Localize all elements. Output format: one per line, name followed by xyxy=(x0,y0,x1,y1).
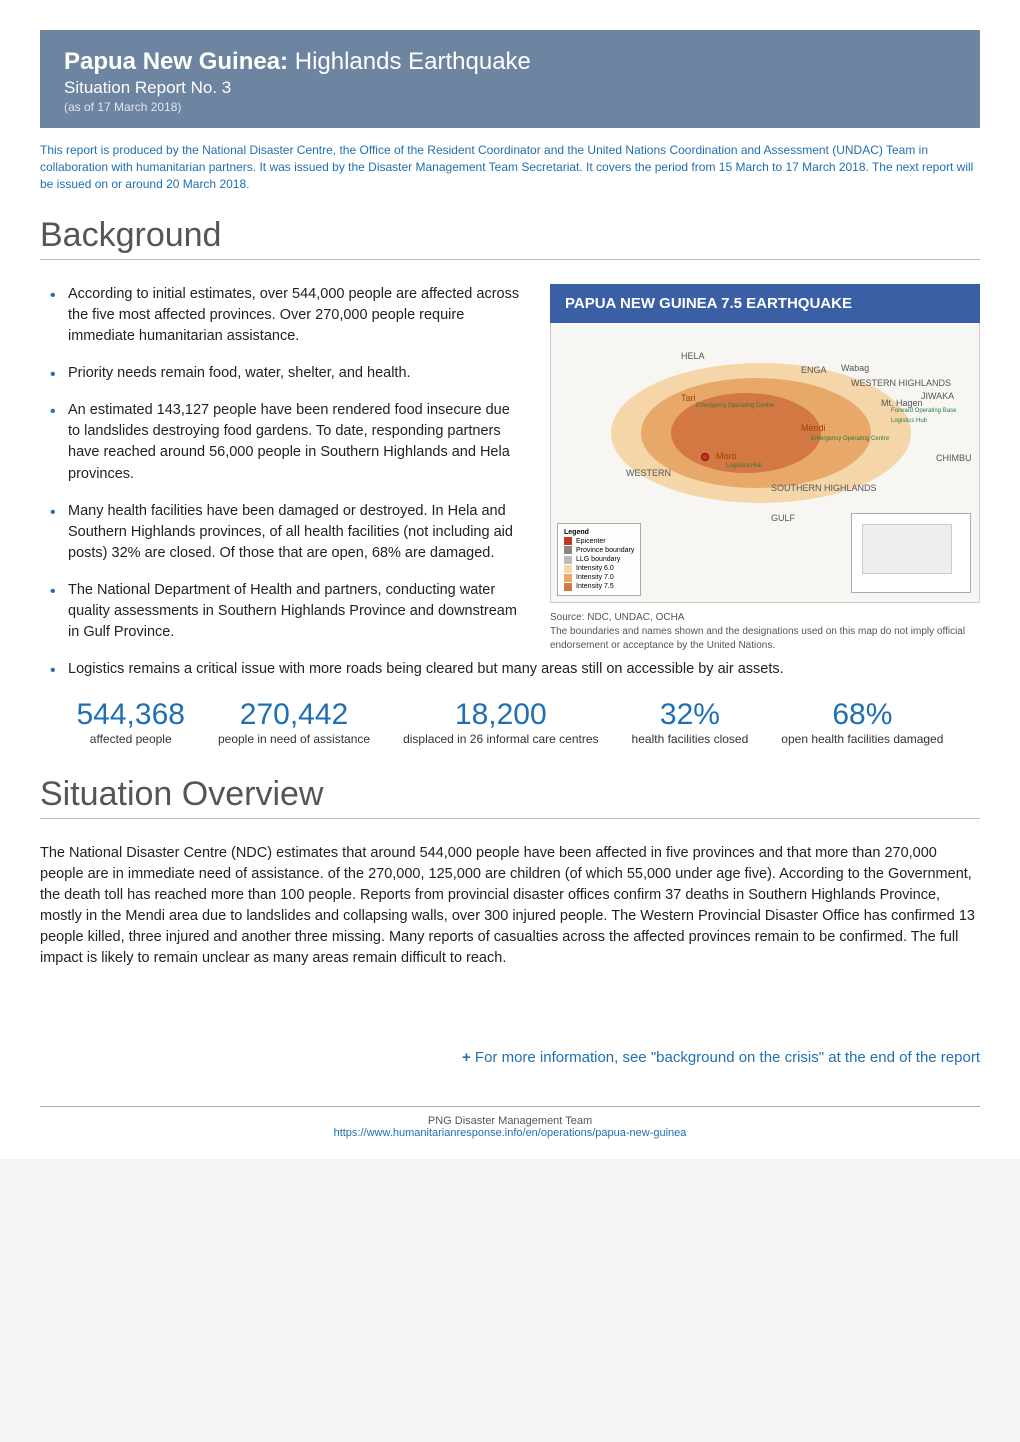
title-bold: Papua New Guinea: xyxy=(64,48,288,75)
map-label-hela: HELA xyxy=(681,351,705,361)
legend-item: Intensity 7.5 xyxy=(564,582,634,591)
report-date: (as of 17 March 2018) xyxy=(64,100,956,114)
legend-item: Intensity 6.0 xyxy=(564,564,634,573)
stat-block: 32% health facilities closed xyxy=(622,698,759,748)
stat-label: people in need of assistance xyxy=(218,732,370,748)
overview-paragraph: The National Disaster Centre (NDC) estim… xyxy=(40,843,980,969)
map-legend-title: Legend xyxy=(564,528,634,537)
stat-label: open health facilities damaged xyxy=(781,732,943,748)
map-label-tari: Tari xyxy=(681,393,696,403)
footer-org: PNG Disaster Management Team xyxy=(40,1115,980,1127)
map-label-emergency-op: Emergency Operating Centre xyxy=(696,403,774,409)
report-subtitle: Situation Report No. 3 xyxy=(64,78,956,98)
background-row: According to initial estimates, over 544… xyxy=(40,284,980,658)
stat-block: 544,368 affected people xyxy=(67,698,195,748)
report-title: Papua New Guinea: Highlands Earthquake xyxy=(64,48,956,76)
credit-text: This report is produced by the National … xyxy=(40,142,980,192)
map-label-western: WESTERN xyxy=(626,468,671,478)
list-item: According to initial estimates, over 544… xyxy=(40,284,522,347)
legend-swatch xyxy=(564,546,572,554)
map-label-southern-highlands: SOUTHERN HIGHLANDS xyxy=(771,483,877,493)
legend-swatch xyxy=(564,583,572,591)
section-heading-overview: Situation Overview xyxy=(40,775,980,819)
map-source: Source: NDC, UNDAC, OCHA xyxy=(550,612,684,623)
list-item: Logistics remains a critical issue with … xyxy=(40,659,980,680)
map-legend: Legend Epicenter Province boundary LLG b… xyxy=(557,523,641,597)
legend-label: Province boundary xyxy=(576,546,634,555)
legend-swatch xyxy=(564,565,572,573)
map-label-moro: Moro xyxy=(716,451,737,461)
more-info-text: For more information, see "background on… xyxy=(471,1049,980,1066)
map-disclaimer: The boundaries and names shown and the d… xyxy=(550,626,965,651)
stat-label: health facilities closed xyxy=(632,732,749,748)
background-right-col: PAPUA NEW GUINEA 7.5 EARTHQUAKE HELA ENG… xyxy=(550,284,980,658)
stat-number: 32% xyxy=(632,698,749,732)
legend-swatch xyxy=(564,537,572,545)
list-item: Priority needs remain food, water, shelt… xyxy=(40,363,522,384)
legend-swatch xyxy=(564,556,572,564)
map-inset-shape xyxy=(862,524,952,574)
legend-label: LLG boundary xyxy=(576,555,620,564)
stat-number: 18,200 xyxy=(403,698,598,732)
map-label-enga: ENGA xyxy=(801,365,827,375)
legend-label: Intensity 7.5 xyxy=(576,582,614,591)
map-label-mendi: Mendi xyxy=(801,423,826,433)
map-label-western-highlands: WESTERN HIGHLANDS xyxy=(851,378,951,388)
title-rest: Highlands Earthquake xyxy=(288,48,531,75)
map-caption: Source: NDC, UNDAC, OCHA The boundaries … xyxy=(550,611,980,653)
list-item: The National Department of Health and pa… xyxy=(40,580,522,643)
legend-label: Epicenter xyxy=(576,537,606,546)
legend-item: Intensity 7.0 xyxy=(564,573,634,582)
more-info-link[interactable]: + For more information, see "background … xyxy=(40,1049,980,1066)
page-footer: PNG Disaster Management Team https://www… xyxy=(40,1106,980,1139)
legend-item: LLG boundary xyxy=(564,555,634,564)
map-label-logistics-hub: Logistics Hub xyxy=(726,463,762,469)
map-label-forward-op: Forward Operating Base xyxy=(891,408,956,414)
stat-label: affected people xyxy=(77,732,185,748)
legend-label: Intensity 7.0 xyxy=(576,573,614,582)
header-banner: Papua New Guinea: Highlands Earthquake S… xyxy=(40,30,980,128)
legend-item: Epicenter xyxy=(564,537,634,546)
map-label-chimbu: CHIMBU xyxy=(936,453,972,463)
legend-swatch xyxy=(564,574,572,582)
section-heading-background: Background xyxy=(40,216,980,260)
map-inset xyxy=(851,513,971,593)
page: Papua New Guinea: Highlands Earthquake S… xyxy=(0,0,1020,1159)
background-left-col: According to initial estimates, over 544… xyxy=(40,284,522,658)
stat-block: 270,442 people in need of assistance xyxy=(208,698,380,748)
map-label-logistics-hub-2: Logistics Hub xyxy=(891,418,927,424)
plus-icon: + xyxy=(462,1049,471,1066)
map-label-wabag: Wabag xyxy=(841,363,869,373)
stats-row: 544,368 affected people 270,442 people i… xyxy=(40,698,980,748)
map-image: HELA ENGA WESTERN HIGHLANDS JIWAKA CHIMB… xyxy=(550,323,980,603)
stat-number: 544,368 xyxy=(77,698,185,732)
map-title-bar: PAPUA NEW GUINEA 7.5 EARTHQUAKE xyxy=(550,284,980,323)
stat-block: 68% open health facilities damaged xyxy=(771,698,953,748)
stat-number: 68% xyxy=(781,698,943,732)
map-label-mt-hagen: Mt. Hagen xyxy=(881,398,923,408)
list-item: Many health facilities have been damaged… xyxy=(40,501,522,564)
legend-label: Intensity 6.0 xyxy=(576,564,614,573)
bullet-list-full: Logistics remains a critical issue with … xyxy=(40,659,980,680)
footer-url[interactable]: https://www.humanitarianresponse.info/en… xyxy=(40,1127,980,1139)
map-label-gulf: GULF xyxy=(771,513,795,523)
stat-block: 18,200 displaced in 26 informal care cen… xyxy=(393,698,608,748)
map-label-emergency-op-2: Emergency Operating Centre xyxy=(811,436,889,442)
bullet-list-left: According to initial estimates, over 544… xyxy=(40,284,522,642)
stat-label: displaced in 26 informal care centres xyxy=(403,732,598,748)
map-label-jiwaka: JIWAKA xyxy=(921,391,954,401)
list-item: An estimated 143,127 people have been re… xyxy=(40,400,522,484)
legend-item: Province boundary xyxy=(564,546,634,555)
stat-number: 270,442 xyxy=(218,698,370,732)
